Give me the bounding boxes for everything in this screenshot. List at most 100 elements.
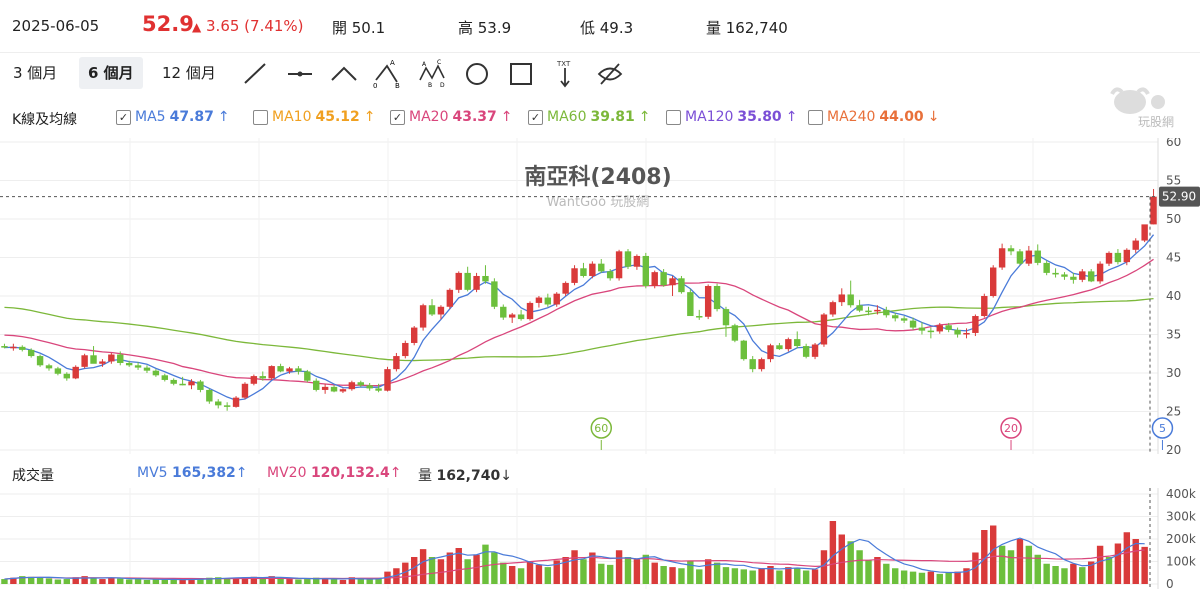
candle bbox=[45, 365, 53, 369]
volume-stat: 量 162,740 bbox=[706, 19, 788, 37]
ma-cross-marker bbox=[1000, 417, 1022, 439]
volume-chart[interactable]: 0 100k 200k 300k 400k bbox=[0, 488, 1200, 589]
mv5-label: MV5 bbox=[137, 465, 168, 481]
ma240-checkbox[interactable] bbox=[808, 109, 823, 125]
y-tick-label: 50 bbox=[1166, 212, 1181, 226]
candle bbox=[36, 356, 44, 366]
candle bbox=[99, 361, 106, 364]
volume-bar bbox=[357, 579, 364, 584]
candle bbox=[758, 359, 765, 370]
volume-bar bbox=[72, 577, 79, 584]
volume-bar bbox=[1114, 543, 1122, 584]
volume-bar bbox=[580, 559, 587, 584]
volume-bar bbox=[883, 563, 890, 584]
ma10-checkbox[interactable] bbox=[253, 109, 268, 125]
volume-bar bbox=[1132, 539, 1139, 584]
hide-eye-icon[interactable] bbox=[596, 58, 624, 88]
ma5-value: 47.87 bbox=[169, 109, 214, 125]
candle bbox=[268, 366, 275, 379]
trend-line-icon[interactable] bbox=[241, 58, 269, 88]
candle bbox=[491, 281, 498, 307]
volume-bar bbox=[749, 570, 756, 584]
vol-legend-item: 量 162,740↓ bbox=[418, 465, 512, 485]
volume-bar bbox=[339, 579, 347, 584]
candle bbox=[829, 302, 837, 315]
last-price-label: 52.90 bbox=[1162, 190, 1196, 204]
ma5-label: MA5 bbox=[135, 109, 166, 125]
candle bbox=[277, 366, 284, 372]
volume-bar bbox=[571, 550, 578, 584]
marker-label: 20 bbox=[1004, 422, 1018, 435]
y-tick-label: 55 bbox=[1166, 174, 1181, 188]
candle bbox=[402, 342, 409, 357]
ma240-label: MA240 bbox=[827, 109, 876, 125]
candle bbox=[10, 346, 17, 349]
candle bbox=[927, 330, 935, 333]
volume-bar bbox=[900, 570, 908, 584]
candle bbox=[856, 305, 863, 311]
volume-bar bbox=[268, 576, 275, 584]
ma120-checkbox[interactable] bbox=[666, 109, 681, 125]
volume-bar bbox=[927, 571, 935, 584]
ma20-value: 43.37 bbox=[452, 109, 497, 125]
candle bbox=[63, 373, 71, 379]
ma5-checkbox[interactable]: ✓ bbox=[116, 109, 131, 125]
candle bbox=[776, 345, 783, 350]
ma120-toggle[interactable]: MA120 35.80 ↑ bbox=[666, 109, 797, 125]
ma5-line bbox=[4, 234, 1155, 401]
abcd-pattern-icon[interactable]: A C B D bbox=[418, 58, 446, 89]
ma20-toggle[interactable]: ✓ MA20 43.37 ↑ bbox=[390, 109, 513, 125]
text-note-icon[interactable]: TXT bbox=[551, 58, 579, 88]
volume-bar bbox=[1079, 567, 1086, 584]
circle-icon[interactable] bbox=[463, 58, 491, 88]
ma5-toggle[interactable]: ✓ MA5 47.87 ↑ bbox=[116, 109, 230, 125]
candle bbox=[963, 332, 970, 335]
volume-bar bbox=[152, 579, 160, 584]
candle bbox=[152, 370, 160, 376]
volume-bar bbox=[259, 578, 266, 584]
ma20-checkbox[interactable]: ✓ bbox=[390, 109, 405, 125]
candle bbox=[54, 368, 62, 374]
candle bbox=[259, 376, 266, 379]
candle bbox=[535, 297, 543, 303]
range-12m-button[interactable]: 12 個月 bbox=[153, 57, 225, 89]
volume-bar bbox=[179, 579, 186, 584]
ma-legend: K線及均線 ✓ MA5 47.87 ↑ MA10 45.12 ↑ ✓ MA20 43.37 ↑ … bbox=[0, 104, 1200, 132]
candle bbox=[125, 362, 133, 366]
candle bbox=[981, 296, 988, 317]
y-tick-label: 100k bbox=[1166, 555, 1196, 569]
candle bbox=[918, 327, 926, 331]
candle bbox=[633, 255, 641, 267]
volume-bar bbox=[758, 568, 765, 584]
candle bbox=[580, 268, 587, 276]
volume-bar bbox=[366, 579, 373, 584]
candle bbox=[72, 366, 79, 379]
candle bbox=[330, 386, 338, 392]
candle bbox=[161, 375, 168, 380]
ma240-toggle[interactable]: MA240 44.00 ↓ bbox=[808, 109, 939, 125]
horizontal-line-icon[interactable] bbox=[286, 58, 314, 88]
candle bbox=[215, 401, 222, 406]
candle bbox=[108, 354, 115, 362]
ma10-toggle[interactable]: MA10 45.12 ↑ bbox=[253, 109, 376, 125]
ma60-checkbox[interactable]: ✓ bbox=[528, 109, 543, 125]
ma60-arrow-icon: ↑ bbox=[638, 109, 651, 125]
volume-bar bbox=[963, 568, 970, 584]
volume-bar bbox=[161, 579, 168, 584]
candle bbox=[446, 289, 454, 307]
candle bbox=[197, 381, 204, 390]
rectangle-icon[interactable] bbox=[507, 58, 535, 88]
vol-arrow-icon: ↓ bbox=[500, 468, 512, 484]
last-price: 52.9 bbox=[142, 12, 194, 36]
range-6m-button[interactable]: 6 個月 bbox=[79, 57, 143, 89]
ma120-arrow-icon: ↑ bbox=[785, 109, 798, 125]
range-3m-button[interactable]: 3 個月 bbox=[4, 57, 67, 89]
candle bbox=[624, 251, 632, 267]
candle bbox=[508, 314, 516, 318]
polyline-icon[interactable] bbox=[330, 58, 358, 88]
ma20-label: MA20 bbox=[409, 109, 449, 125]
abc-pattern-icon[interactable]: A 0 B bbox=[373, 58, 401, 90]
volume-bar bbox=[321, 578, 329, 584]
ma60-toggle[interactable]: ✓ MA60 39.81 ↑ bbox=[528, 109, 651, 125]
